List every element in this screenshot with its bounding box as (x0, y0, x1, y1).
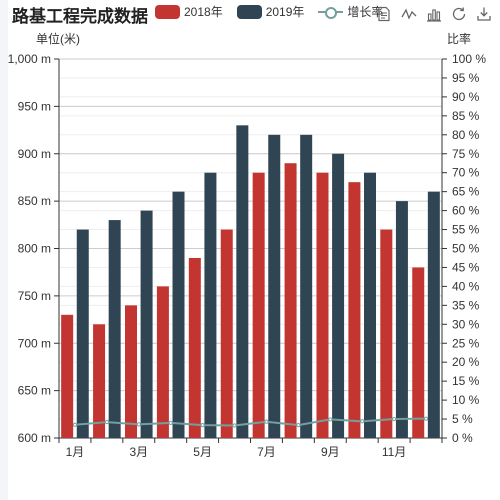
y-tick-label-right: 60 % (452, 204, 480, 218)
y-tick-label-left: 600 m (18, 431, 51, 445)
y-tick-label-left: 700 m (18, 336, 51, 350)
bar-2018 (412, 267, 425, 438)
x-tick-label: 7月 (257, 445, 276, 459)
y-tick-label-right: 55 % (452, 223, 480, 237)
bar-2018 (316, 172, 329, 438)
y-tick-label-right: 40 % (452, 279, 480, 293)
legend-swatch-2019 (236, 4, 262, 19)
bar-2019 (140, 210, 153, 438)
growth-rate-point (328, 417, 333, 422)
bar-2019 (395, 201, 408, 438)
y-tick-label-left: 900 m (18, 147, 51, 161)
growth-rate-point (296, 423, 301, 428)
bar-2019 (172, 191, 185, 438)
x-tick-label: 3月 (129, 445, 148, 459)
left-strip (0, 0, 8, 500)
y-tick-label-right: 5 % (452, 412, 473, 426)
y-tick-label-left: 800 m (18, 242, 51, 256)
save-image-icon[interactable] (476, 6, 492, 22)
bar-2018 (220, 229, 233, 438)
legend-label-growth-rate: 增长率 (347, 5, 384, 19)
x-tick-label: 9月 (321, 445, 340, 459)
y-tick-label-right: 30 % (452, 317, 480, 331)
bar-2018 (252, 172, 265, 438)
x-tick-label: 1月 (66, 445, 85, 459)
growth-rate-point (264, 419, 269, 424)
bar-2018 (93, 324, 106, 438)
y-tick-label-right: 90 % (452, 90, 480, 104)
growth-rate-point (232, 423, 237, 428)
bar-2018 (348, 182, 361, 438)
y-tick-label-right: 25 % (452, 336, 480, 350)
legend-label-2019: 2019年 (265, 5, 305, 19)
y-tick-label-right: 85 % (452, 109, 480, 123)
y-tick-label-right: 0 % (452, 431, 473, 445)
data-view-icon[interactable] (376, 6, 392, 22)
y-tick-label-left: 1,000 m (8, 52, 51, 66)
left-axis-unit: 单位(米) (36, 32, 80, 46)
legend-item-2018[interactable]: 2018年 (155, 3, 223, 20)
y-tick-label-left: 750 m (18, 289, 51, 303)
bar-2019 (108, 220, 121, 438)
bar-2018 (380, 229, 393, 438)
growth-rate-point (423, 416, 429, 421)
bar-chart-icon[interactable] (426, 6, 442, 22)
growth-rate-point (168, 420, 173, 425)
growth-rate-line (74, 417, 427, 427)
bar-2019 (427, 191, 440, 438)
toolbox (376, 6, 492, 22)
y-tick-label-right: 10 % (452, 393, 480, 407)
bar-2019 (332, 153, 345, 438)
bar-2019 (236, 125, 249, 438)
y-tick-label-right: 65 % (452, 185, 480, 199)
legend-item-2019[interactable]: 2019年 (236, 3, 305, 20)
bar-2019 (204, 172, 217, 438)
growth-rate-point (360, 419, 365, 424)
legend-item-growth-rate[interactable]: 增长率 (318, 3, 383, 20)
y-tick-label-left: 650 m (18, 384, 51, 398)
bar-2019 (76, 229, 89, 438)
growth-rate-point (136, 422, 141, 427)
legend-swatch-growth-rate (318, 5, 344, 19)
bar-2019 (364, 172, 377, 438)
x-tick-label: 11月 (382, 445, 406, 459)
bar-2018 (156, 286, 169, 438)
y-tick-label-right: 50 % (452, 242, 480, 256)
x-tick-label: 5月 (193, 445, 212, 459)
y-tick-label-right: 15 % (452, 374, 480, 388)
line-chart-icon[interactable] (401, 6, 417, 22)
growth-rate-point (200, 423, 205, 428)
legend-swatch-2018 (155, 4, 180, 19)
chart-title: 路基工程完成数据 (12, 7, 148, 26)
bar-2018 (188, 257, 201, 438)
restore-icon[interactable] (451, 6, 467, 22)
bar-2018 (61, 314, 74, 438)
y-tick-label-left: 950 m (18, 99, 51, 113)
y-tick-label-right: 70 % (452, 166, 480, 180)
legend: 2018年 2019年 增长率 (155, 3, 383, 20)
right-axis-unit: 比率 (447, 32, 472, 46)
y-tick-label-right: 45 % (452, 260, 480, 274)
y-tick-label-left: 850 m (18, 194, 51, 208)
growth-rate-point (72, 422, 78, 427)
growth-rate-point (392, 416, 397, 422)
bar-2018 (124, 305, 137, 438)
y-tick-label-right: 35 % (452, 298, 480, 312)
y-tick-label-right: 75 % (452, 147, 480, 161)
bar-2019 (268, 134, 281, 439)
growth-rate-point (104, 419, 109, 425)
bar-2018 (284, 163, 297, 438)
bar-2019 (300, 134, 313, 439)
y-tick-label-right: 95 % (452, 71, 480, 85)
y-tick-label-right: 80 % (452, 128, 480, 142)
y-tick-label-right: 100 % (452, 52, 486, 66)
y-tick-label-right: 20 % (452, 355, 480, 369)
legend-label-2018: 2018年 (184, 5, 223, 19)
